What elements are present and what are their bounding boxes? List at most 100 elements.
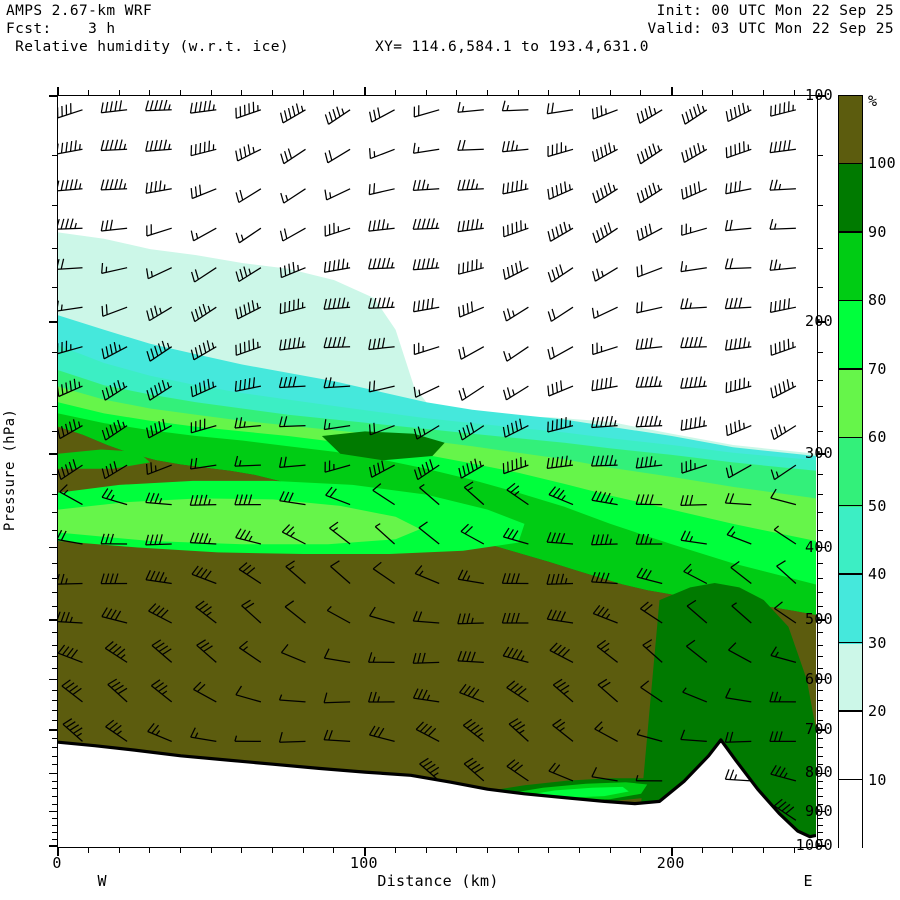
x-axis-tick	[548, 847, 550, 853]
y-axis-tick	[52, 644, 58, 646]
x-axis-tick	[486, 90, 488, 96]
x-axis-tick	[609, 90, 611, 96]
x-axis-tick	[180, 847, 181, 853]
x-axis-tick	[425, 90, 427, 96]
y-axis-tick	[817, 796, 823, 798]
x-axis-tick	[671, 847, 673, 856]
x-axis-tick	[486, 847, 488, 853]
y-axis-tick	[817, 747, 823, 749]
colorbar	[838, 95, 863, 849]
colorbar-band	[839, 232, 862, 302]
x-axis-tick	[517, 90, 519, 96]
x-axis-tick	[578, 847, 580, 853]
colorbar-label: 70	[868, 359, 887, 378]
y-axis-tick	[817, 825, 823, 827]
x-axis-title: Distance (km)	[377, 872, 499, 890]
x-axis-tick	[149, 847, 151, 853]
y-axis-tick	[49, 95, 58, 97]
colorbar-band	[839, 506, 862, 576]
y-axis-label: 100	[805, 86, 833, 104]
y-axis-tick	[52, 248, 58, 250]
y-axis-tick	[49, 453, 58, 455]
y-axis-tick	[817, 667, 823, 669]
x-axis-tick	[456, 90, 458, 96]
y-axis-tick	[52, 764, 58, 766]
x-axis-tick	[763, 847, 765, 853]
y-axis-tick	[52, 512, 58, 514]
y-axis-label: 800	[805, 763, 833, 782]
y-axis-tick	[52, 719, 58, 721]
y-axis-tick	[817, 656, 823, 658]
y-axis-tick	[817, 709, 823, 711]
y-axis-tick	[817, 689, 823, 691]
y-axis-label: 500	[805, 610, 833, 629]
y-axis-tick	[52, 803, 58, 805]
colorbar-label: 80	[868, 291, 887, 310]
x-axis-tick	[394, 90, 396, 96]
y-axis-tick	[817, 755, 823, 757]
y-axis-label: 700	[805, 719, 833, 738]
x-axis-tick	[302, 847, 304, 853]
y-axis-tick	[52, 667, 58, 669]
y-axis-tick	[52, 380, 58, 382]
y-axis-tick	[817, 577, 823, 579]
y-axis-tick	[52, 755, 58, 757]
y-axis-tick	[52, 577, 58, 579]
y-axis-tick	[49, 729, 58, 731]
x-axis-tick	[118, 90, 120, 96]
y-axis-tick	[817, 592, 823, 594]
x-axis-tick	[210, 847, 212, 853]
y-axis-tick	[817, 204, 823, 206]
y-axis-tick	[817, 788, 823, 790]
colorbar-separator	[838, 504, 863, 507]
y-axis-tick	[817, 380, 823, 382]
x-axis-tick	[793, 847, 795, 853]
colorbar-separator	[838, 641, 863, 644]
x-axis-tick	[517, 847, 519, 853]
y-axis-tick	[817, 530, 823, 532]
x-axis-tick	[671, 87, 673, 96]
colorbar-label: 100	[868, 154, 896, 173]
x-axis-tick	[302, 90, 304, 96]
y-axis-tick	[817, 406, 823, 408]
y-axis-tick	[52, 656, 58, 658]
y-axis-tick	[52, 493, 58, 495]
x-axis-tick	[57, 87, 59, 96]
x-axis-tick	[394, 847, 396, 853]
colorbar-separator	[838, 368, 863, 370]
y-axis-tick	[49, 619, 58, 621]
x-axis-tick	[701, 847, 703, 853]
y-axis-tick	[817, 803, 823, 805]
colorbar-label: 40	[868, 565, 887, 584]
y-axis-tick	[817, 286, 823, 288]
colorbar-label: 10	[868, 770, 887, 789]
y-axis-label: 900	[805, 801, 833, 820]
y-axis-tick	[52, 286, 58, 288]
x-axis-tick	[425, 847, 427, 853]
valid-time: Valid: 03 UTC Mon 22 Sep 25	[647, 21, 894, 37]
y-axis-tick	[49, 810, 58, 813]
y-axis-tick	[817, 493, 823, 495]
y-axis-tick	[52, 699, 58, 701]
y-axis-tick	[817, 764, 823, 766]
colorbar-separator	[838, 299, 863, 302]
colorbar-band	[839, 369, 862, 439]
y-axis-tick	[817, 154, 823, 156]
y-axis-tick	[52, 747, 58, 749]
x-axis-label: 100	[349, 854, 378, 872]
y-axis-tick	[817, 719, 823, 721]
y-axis-tick	[49, 678, 58, 681]
colorbar-separator	[838, 162, 863, 165]
y-axis-tick	[52, 474, 58, 476]
y-axis-tick	[817, 430, 823, 432]
y-axis-tick	[817, 644, 823, 646]
y-axis-tick	[52, 592, 58, 594]
colorbar-separator	[838, 710, 863, 712]
colorbar-label: 60	[868, 428, 887, 447]
x-axis-tick	[640, 90, 642, 96]
plot-clip	[58, 96, 817, 847]
y-axis-tick	[817, 838, 823, 840]
x-axis-tick	[456, 847, 458, 853]
y-axis-tick	[817, 729, 826, 731]
y-axis-tick	[817, 546, 826, 549]
